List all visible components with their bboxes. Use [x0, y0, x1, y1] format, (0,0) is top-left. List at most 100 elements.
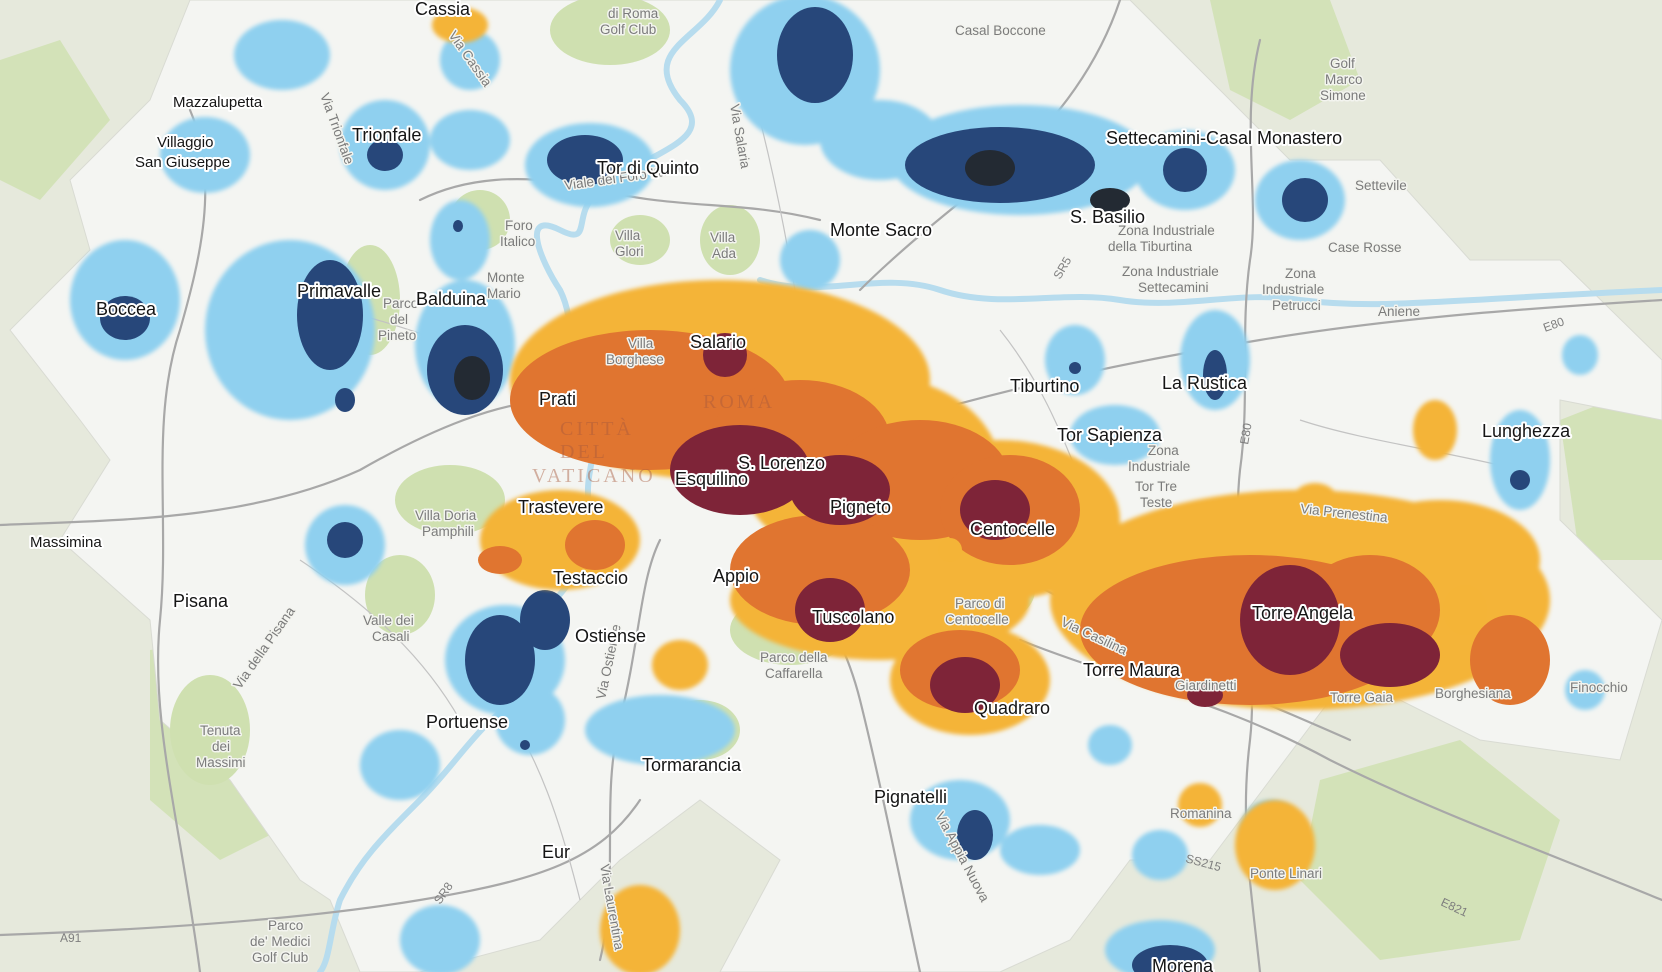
casal-boccone-label: Casal Boccone [955, 23, 1046, 38]
torre-gaia-label: Torre Gaia [1330, 690, 1394, 705]
place-centocelle: Centocelle [970, 519, 1055, 539]
vatican-label-3: VATICANO [532, 465, 656, 487]
parco-medici-label-2: de' Medici [250, 934, 310, 949]
foro-italico-label-2: Italico [500, 234, 535, 249]
city-watermark-labels: ROMA CITTÀ DEL VATICANO [532, 391, 775, 487]
caffarella-label-1: Parco della [760, 650, 828, 665]
zona-tiburtina-label-2: della Tiburtina [1108, 239, 1193, 254]
zona-tortre-label-3: Tor Tre [1135, 479, 1177, 494]
aniene-label: Aniene [1378, 304, 1420, 319]
monte-mario-label-2: Mario [487, 286, 521, 301]
place-mazzalupetta: Mazzalupetta [173, 94, 263, 111]
place-torre-angela: Torre Angela [1252, 603, 1354, 623]
zona-tortre-label-1: Zona [1148, 443, 1179, 458]
place-eur: Eur [542, 842, 570, 862]
place-s-lorenzo: S. Lorenzo [738, 453, 825, 473]
place-prati: Prati [539, 389, 576, 409]
place-tuscolano: Tuscolano [812, 607, 894, 627]
case-rosse-label: Case Rosse [1328, 240, 1402, 255]
villa-ada-label-1: Villa [710, 230, 736, 245]
place-labels: Cassia Mazzalupetta Villaggio San Giusep… [28, 0, 1573, 972]
place-massimina: Massimina [30, 534, 102, 551]
finocchio-label: Finocchio [1570, 680, 1628, 695]
parco-centocelle-label-1: Parco di [955, 596, 1005, 611]
place-esquilino: Esquilino [675, 469, 748, 489]
place-boccea: Boccea [96, 299, 157, 319]
place-tormarancia: Tormarancia [642, 755, 742, 775]
place-trastevere: Trastevere [518, 497, 603, 517]
cold-spot-95 [100, 7, 1530, 972]
borghesiana-label: Borghesiana [1435, 686, 1511, 701]
golf-roma-label-2: Golf Club [600, 22, 656, 37]
zona-settecamini-label-2: Settecamini [1138, 280, 1209, 295]
a91-shield: A91 [60, 931, 82, 945]
place-la-rustica: La Rustica [1162, 373, 1248, 393]
place-tor-sapienza: Tor Sapienza [1057, 425, 1163, 445]
villa-ada-label-2: Ada [712, 246, 737, 261]
place-s-basilio: S. Basilio [1070, 207, 1145, 227]
golf-marco-label-3: Simone [1320, 88, 1366, 103]
e80-shield: E80 [1541, 314, 1566, 335]
place-appio: Appio [713, 566, 759, 586]
place-quadraro: Quadraro [974, 698, 1050, 718]
pineto-label-2: del [390, 312, 408, 327]
place-tiburtino: Tiburtino [1010, 376, 1079, 396]
doria-pamphili-label-1: Villa Doria [415, 508, 477, 523]
parco-centocelle-label-2: Centocelle [945, 612, 1009, 627]
e80b-shield: E80 [1237, 422, 1255, 446]
place-pisana: Pisana [173, 591, 229, 611]
valle-casali-label-1: Valle dei [363, 613, 414, 628]
monte-mario-label-1: Monte [487, 270, 525, 285]
place-trionfale: Trionfale [352, 125, 421, 145]
hot-spot-holes [938, 538, 1487, 635]
place-cassia: Cassia [415, 0, 471, 19]
vatican-label-1: CITTÀ [560, 417, 634, 440]
pineto-label-1: Parco [383, 296, 418, 311]
zona-tortre-label-2: Industriale [1128, 459, 1190, 474]
villa-borghese-label-2: Borghese [606, 352, 664, 367]
place-salario: Salario [690, 332, 746, 352]
zona-petrucci-label-2: Industriale [1262, 282, 1324, 297]
place-morena: Morena [1152, 956, 1214, 972]
golf-roma-label-1: di Roma [608, 6, 659, 21]
zona-petrucci-label-3: Petrucci [1272, 298, 1321, 313]
parco-medici-label-1: Parco [268, 918, 303, 933]
villa-glori-label-2: Glori [615, 244, 644, 259]
romanina-label: Romanina [1170, 806, 1232, 821]
tenuta-massimi-label-3: Massimi [196, 755, 246, 770]
parco-medici-label-3: Golf Club [252, 950, 308, 965]
place-ostiense: Ostiense [575, 626, 646, 646]
valle-casali-label-2: Casali [372, 629, 410, 644]
villa-borghese-label-1: Villa [628, 336, 654, 351]
foro-italico-label-1: Foro [505, 218, 533, 233]
zona-settecamini-label-1: Zona Industriale [1122, 264, 1219, 279]
zona-tortre-label-4: Teste [1140, 495, 1172, 510]
caffarella-label-2: Caffarella [765, 666, 823, 681]
place-pigneto: Pigneto [830, 497, 891, 517]
place-pignatelli: Pignatelli [874, 787, 947, 807]
settevile-label: Settevile [1355, 178, 1407, 193]
giardinetti-label: Giardinetti [1175, 678, 1237, 693]
vatican-label-2: DEL [560, 441, 608, 463]
place-lunghezza: Lunghezza [1482, 421, 1571, 441]
place-tor-di-quinto: Tor di Quinto [597, 158, 699, 178]
golf-marco-label-1: Golf [1330, 56, 1355, 71]
place-primavalle: Primavalle [297, 281, 381, 301]
hot-spot-99 [670, 333, 1440, 713]
place-testaccio: Testaccio [553, 568, 628, 588]
villa-glori-label-1: Villa [615, 228, 641, 243]
tenuta-massimi-label-1: Tenuta [200, 723, 241, 738]
zona-tiburtina-label-1: Zona Industriale [1118, 223, 1215, 238]
place-villaggio: Villaggio [157, 134, 213, 151]
zona-petrucci-label-1: Zona [1285, 266, 1316, 281]
place-monte-sacro: Monte Sacro [830, 220, 932, 240]
tenuta-massimi-label-2: dei [212, 739, 230, 754]
roma-label: ROMA [703, 391, 775, 413]
place-torre-maura: Torre Maura [1083, 660, 1181, 680]
place-settecamini: Settecamini-Casal Monastero [1106, 128, 1342, 148]
ponte-linari-label: Ponte Linari [1250, 866, 1322, 881]
doria-pamphili-label-2: Pamphili [422, 524, 474, 539]
cold-spot-90 [70, 0, 1605, 972]
